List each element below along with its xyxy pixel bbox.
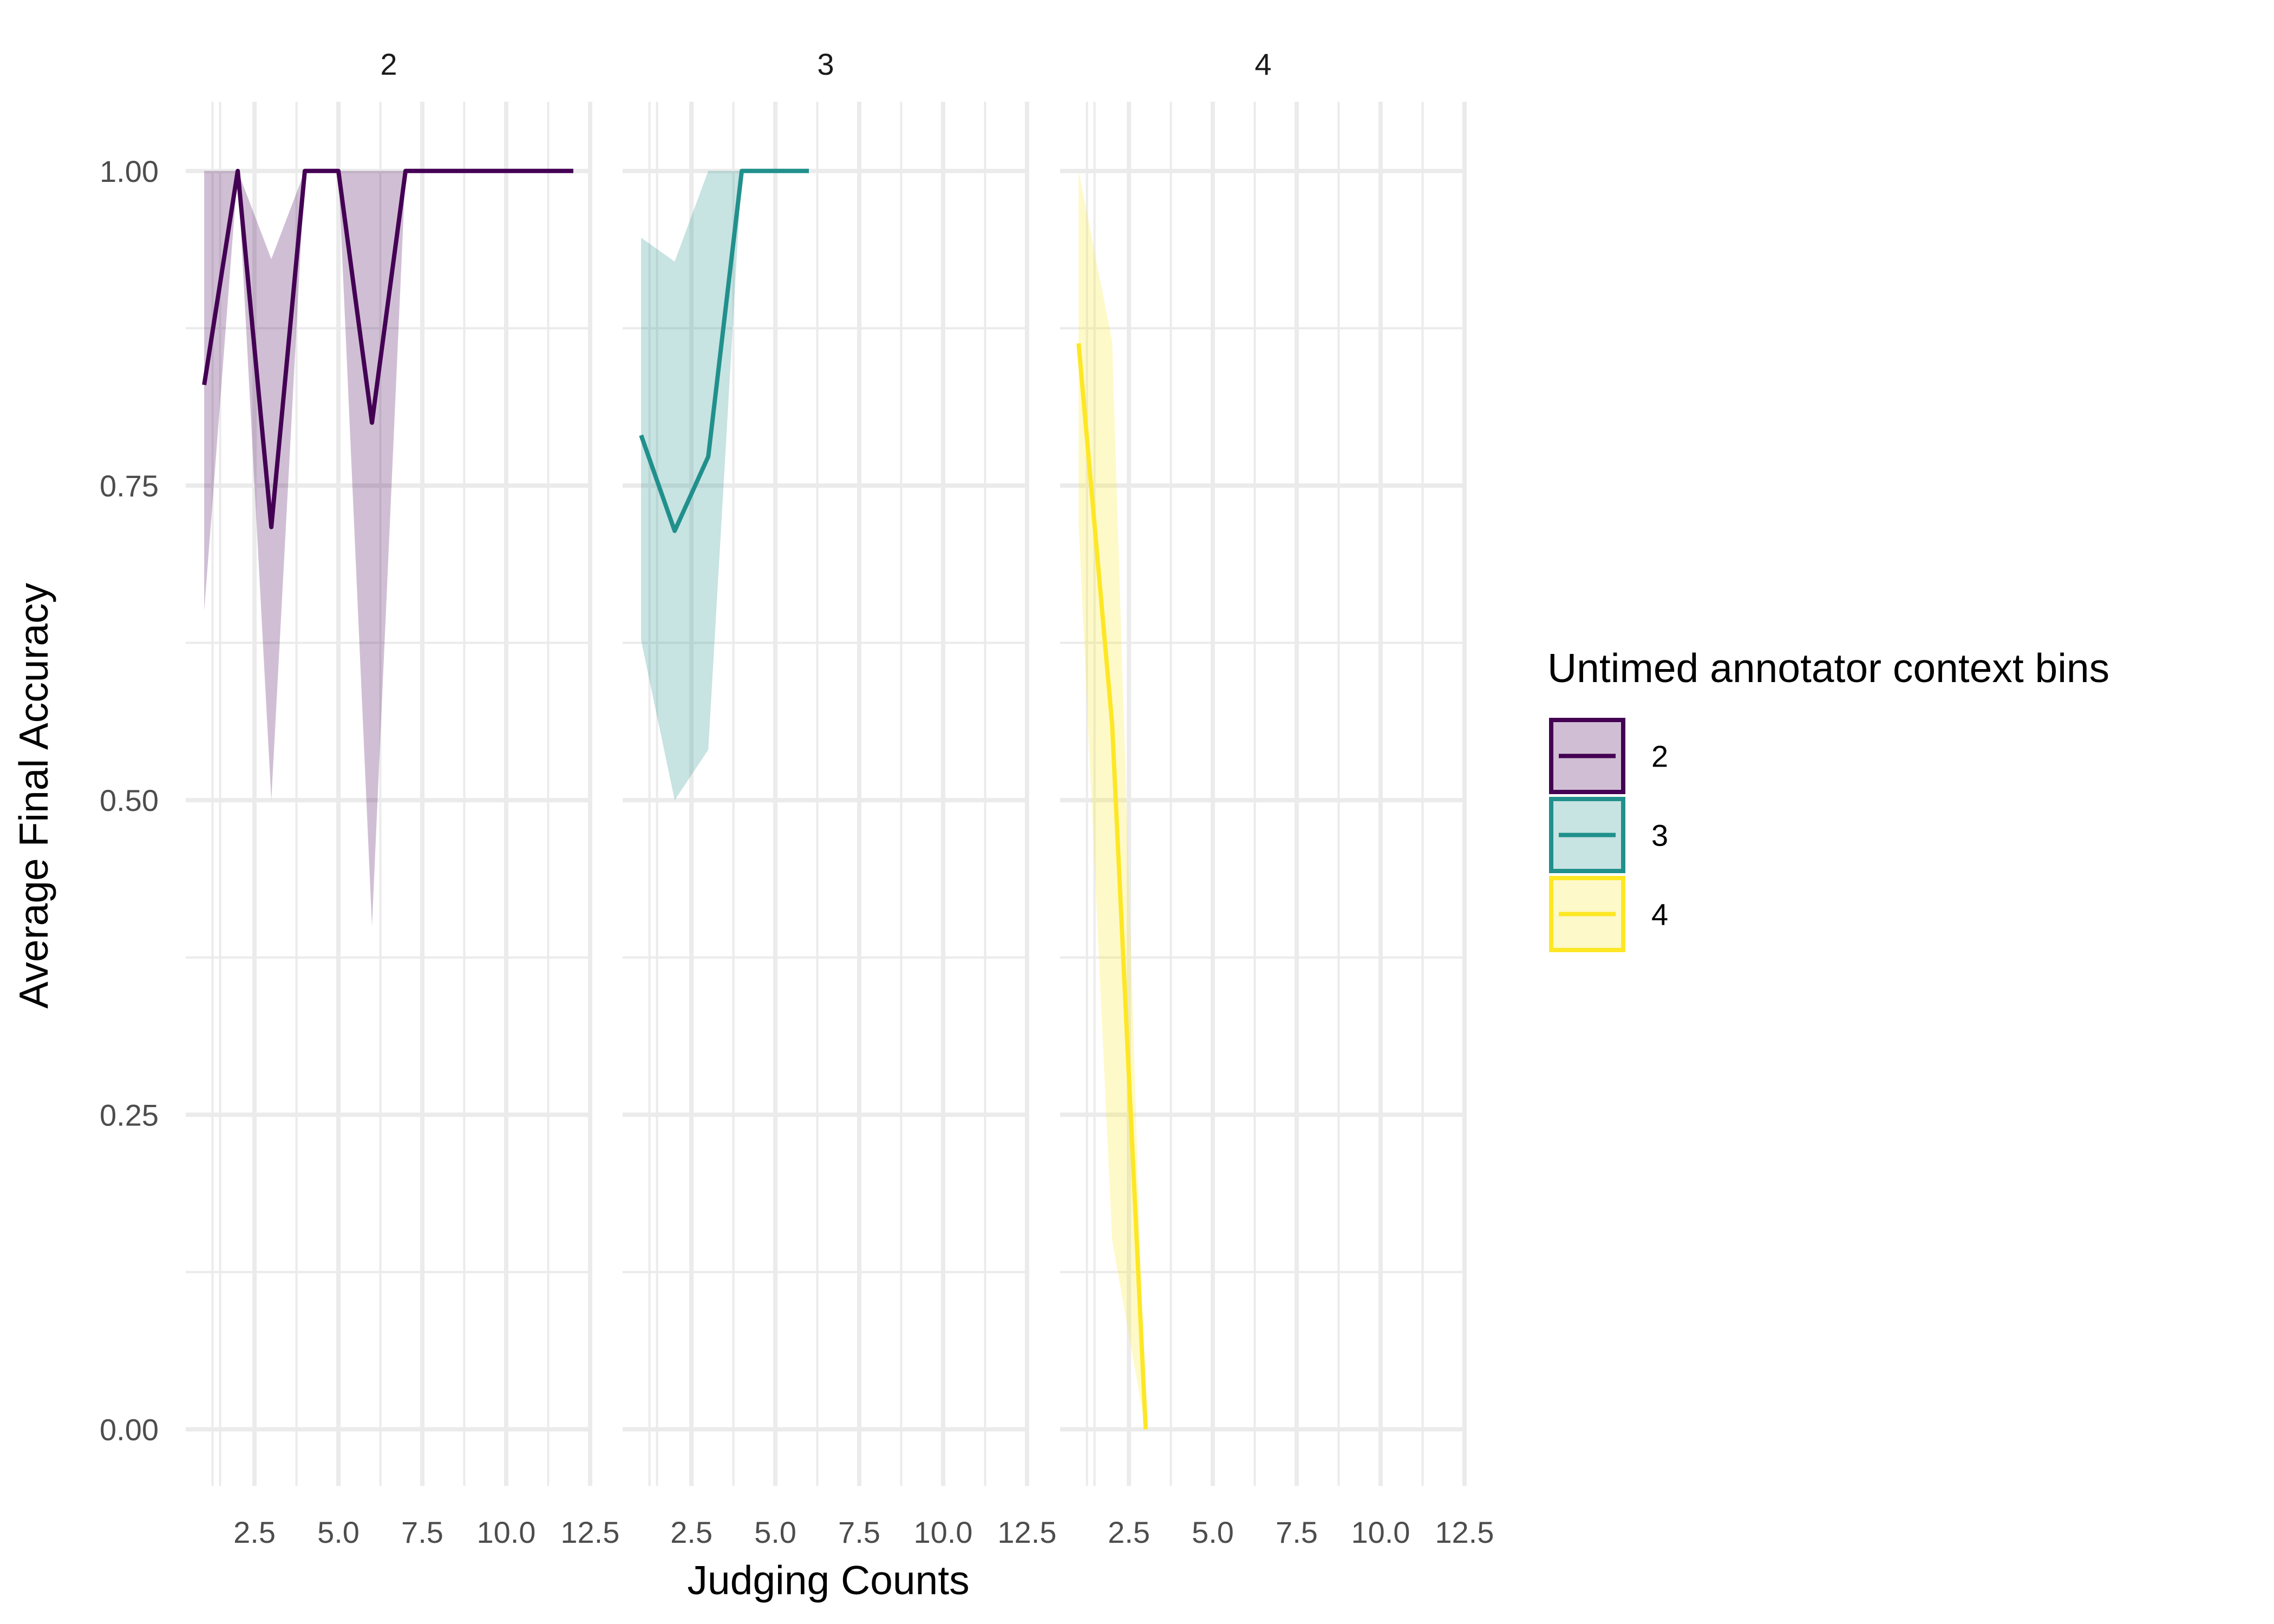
x-tick-label: 5.0 <box>754 1515 796 1549</box>
legend: Untimed annotator context bins 2 3 4 <box>1547 645 2109 952</box>
y-axis: 0.00 0.25 0.50 0.75 1.00 <box>100 154 159 1447</box>
series-line-3 <box>639 168 809 533</box>
y-axis-title: Average Final Accuracy <box>11 582 56 1009</box>
y-tick-label: 0.00 <box>100 1412 159 1446</box>
legend-item-4: 4 <box>1549 876 1668 952</box>
facet-panel-2: 2 2.5 5.0 7.5 10.0 12.5 <box>186 47 619 1549</box>
legend-title: Untimed annotator context bins <box>1547 645 2109 691</box>
x-tick-label: 12.5 <box>560 1515 619 1549</box>
x-tick-label: 2.5 <box>233 1515 276 1549</box>
y-tick-label: 1.00 <box>100 154 159 188</box>
facet-panel-3: 3 2.5 5.0 7.5 10.0 12.5 <box>623 47 1056 1549</box>
x-tick-label: 10.0 <box>1351 1515 1410 1549</box>
y-tick-label: 0.25 <box>100 1098 159 1132</box>
x-tick-label: 12.5 <box>997 1515 1056 1549</box>
y-tick-label: 0.75 <box>100 469 159 503</box>
series-line-4 <box>1076 343 1148 1430</box>
x-tick-label: 10.0 <box>913 1515 972 1549</box>
confidence-ribbon-2 <box>204 171 573 926</box>
series-line-2 <box>202 168 573 529</box>
x-tick-label: 5.0 <box>317 1515 360 1549</box>
y-tick-label: 0.50 <box>100 783 159 817</box>
x-tick-label: 10.0 <box>476 1515 535 1549</box>
facet-strip-label: 4 <box>1254 47 1271 81</box>
x-tick-label: 7.5 <box>838 1515 880 1549</box>
x-tick-label: 5.0 <box>1192 1515 1234 1549</box>
confidence-ribbon-3 <box>641 171 809 801</box>
x-tick-label: 12.5 <box>1435 1515 1494 1549</box>
facet-strip-label: 2 <box>380 47 397 81</box>
x-tick-label: 2.5 <box>1108 1515 1150 1549</box>
x-tick-label: 2.5 <box>670 1515 713 1549</box>
x-tick-label: 7.5 <box>401 1515 443 1549</box>
facet-panel-4: 4 2.5 5.0 7.5 10.0 12.5 <box>1060 47 1494 1549</box>
legend-item-3: 3 <box>1549 797 1668 873</box>
facet-strip-label: 3 <box>817 47 834 81</box>
legend-item-2: 2 <box>1549 718 1668 794</box>
legend-keys: 2 3 4 <box>1549 718 1668 952</box>
x-tick-label: 7.5 <box>1276 1515 1318 1549</box>
x-axis-title: Judging Counts <box>687 1557 969 1603</box>
legend-label: 2 <box>1651 739 1668 774</box>
facet-panels: 2 2.5 5.0 7.5 10.0 12.5 3 2.5 5.0 7.5 10.0 12.5 4 2.5… <box>186 47 1494 1549</box>
legend-label: 3 <box>1651 818 1668 853</box>
legend-label: 4 <box>1651 898 1668 932</box>
